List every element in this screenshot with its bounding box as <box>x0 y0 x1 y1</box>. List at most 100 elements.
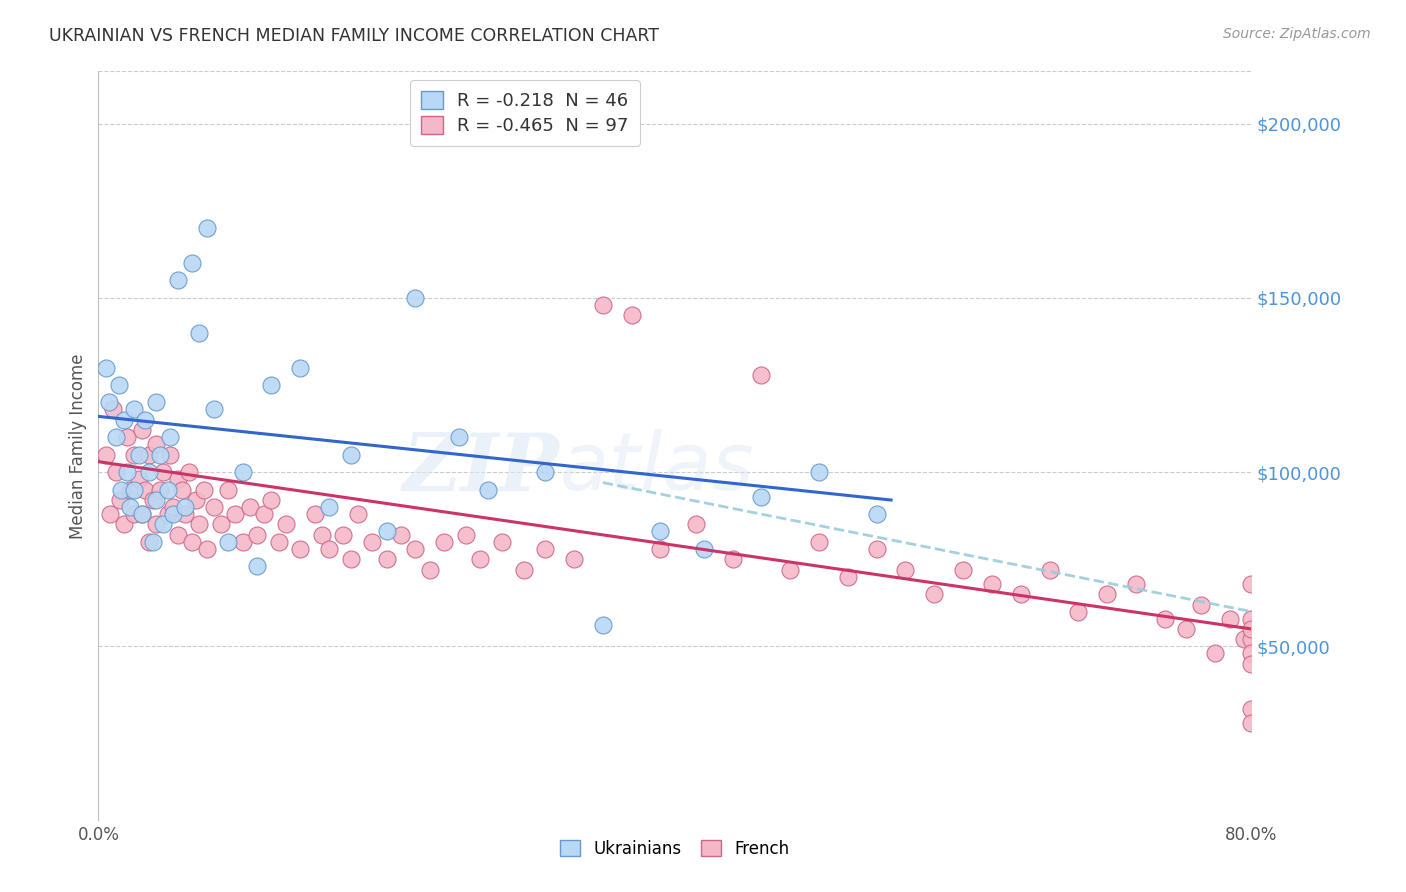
Point <box>1097 587 1119 601</box>
Point <box>202 402 225 417</box>
Point <box>159 430 181 444</box>
Point <box>131 507 153 521</box>
Point <box>1240 702 1263 716</box>
Point <box>156 507 179 521</box>
Point <box>260 493 283 508</box>
Point <box>650 524 672 539</box>
Point <box>1240 622 1263 636</box>
Point <box>124 402 146 417</box>
Point <box>107 378 129 392</box>
Point <box>685 517 707 532</box>
Point <box>1010 587 1032 601</box>
Point <box>981 576 1004 591</box>
Point <box>179 465 201 479</box>
Point <box>134 413 156 427</box>
Point <box>1240 576 1263 591</box>
Point <box>751 368 773 382</box>
Point <box>1240 716 1263 731</box>
Point <box>952 563 974 577</box>
Point <box>112 517 135 532</box>
Point <box>808 465 831 479</box>
Point <box>142 534 165 549</box>
Point <box>104 430 127 444</box>
Point <box>159 448 181 462</box>
Point <box>470 552 492 566</box>
Point <box>491 534 513 549</box>
Point <box>1240 611 1263 625</box>
Point <box>620 308 643 322</box>
Point <box>405 541 427 556</box>
Point <box>156 483 179 497</box>
Point <box>97 395 120 409</box>
Point <box>152 465 174 479</box>
Point <box>779 563 801 577</box>
Point <box>94 448 117 462</box>
Text: atlas: atlas <box>560 429 755 508</box>
Point <box>534 541 557 556</box>
Point <box>142 493 165 508</box>
Point <box>166 273 188 287</box>
Point <box>1240 632 1263 647</box>
Point <box>1204 646 1226 660</box>
Point <box>166 472 188 486</box>
Point <box>149 448 172 462</box>
Point <box>138 448 160 462</box>
Point <box>339 448 361 462</box>
Point <box>188 517 211 532</box>
Point <box>128 472 150 486</box>
Point <box>239 500 262 514</box>
Point <box>131 507 153 521</box>
Point <box>1240 657 1263 671</box>
Point <box>186 493 208 508</box>
Point <box>253 507 276 521</box>
Point <box>117 465 139 479</box>
Point <box>1067 605 1090 619</box>
Point <box>1039 563 1062 577</box>
Point <box>145 395 167 409</box>
Point <box>94 360 117 375</box>
Point <box>339 552 361 566</box>
Point <box>433 534 456 549</box>
Text: UKRAINIAN VS FRENCH MEDIAN FAMILY INCOME CORRELATION CHART: UKRAINIAN VS FRENCH MEDIAN FAMILY INCOME… <box>49 27 659 45</box>
Point <box>162 500 184 514</box>
Point <box>924 587 946 601</box>
Point <box>152 517 174 532</box>
Point <box>138 465 160 479</box>
Point <box>332 528 354 542</box>
Point <box>1240 646 1263 660</box>
Point <box>375 552 398 566</box>
Point <box>477 483 499 497</box>
Point <box>145 493 167 508</box>
Point <box>512 563 534 577</box>
Point <box>101 402 124 417</box>
Point <box>98 507 121 521</box>
Legend: Ukrainians, French: Ukrainians, French <box>553 833 797 864</box>
Point <box>104 465 127 479</box>
Point <box>246 559 269 574</box>
Point <box>145 517 167 532</box>
Point <box>650 541 672 556</box>
Point <box>361 534 384 549</box>
Point <box>166 528 188 542</box>
Point <box>174 500 197 514</box>
Point <box>562 552 585 566</box>
Point <box>318 541 340 556</box>
Point <box>145 437 167 451</box>
Point <box>304 507 326 521</box>
Point <box>138 534 160 549</box>
Point <box>110 483 132 497</box>
Point <box>224 507 246 521</box>
Point <box>1189 598 1212 612</box>
Point <box>290 360 312 375</box>
Point <box>188 326 211 340</box>
Point <box>231 534 254 549</box>
Point <box>117 430 139 444</box>
Point <box>866 541 889 556</box>
Point <box>124 507 146 521</box>
Point <box>751 490 773 504</box>
Y-axis label: Median Family Income: Median Family Income <box>69 353 87 539</box>
Point <box>112 413 135 427</box>
Point <box>592 298 614 312</box>
Point <box>195 541 218 556</box>
Point <box>375 524 398 539</box>
